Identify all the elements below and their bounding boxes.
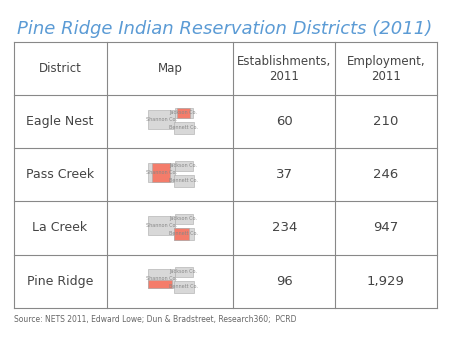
Text: Bennett Co.: Bennett Co. [169, 125, 198, 130]
Text: Pine Ridge: Pine Ridge [27, 274, 93, 288]
Text: Shannon Co.: Shannon Co. [145, 223, 176, 228]
Text: 947: 947 [373, 221, 398, 235]
Text: 96: 96 [276, 274, 293, 288]
Text: Pine Ridge Indian Reservation Districts (2011): Pine Ridge Indian Reservation Districts … [18, 20, 432, 38]
Text: District: District [39, 62, 81, 75]
Text: Shannon Co.: Shannon Co. [145, 276, 176, 281]
Text: 37: 37 [276, 168, 293, 182]
Text: Map: Map [158, 62, 182, 75]
Text: Jackson Co.: Jackson Co. [170, 269, 198, 274]
Text: Jackson Co.: Jackson Co. [170, 110, 198, 115]
Text: 60: 60 [276, 115, 293, 128]
Text: Eagle Nest: Eagle Nest [27, 115, 94, 128]
Text: 246: 246 [373, 168, 398, 182]
Text: Employment,
2011: Employment, 2011 [346, 55, 425, 83]
Text: Bennett Co.: Bennett Co. [169, 232, 198, 236]
Text: Bennett Co.: Bennett Co. [169, 285, 198, 289]
Text: Jackson Co.: Jackson Co. [170, 163, 198, 168]
Text: Establishments,
2011: Establishments, 2011 [237, 55, 331, 83]
Text: 210: 210 [373, 115, 398, 128]
Text: La Creek: La Creek [32, 221, 88, 235]
Text: Jackson Co.: Jackson Co. [170, 216, 198, 221]
Text: 1,929: 1,929 [367, 274, 405, 288]
Text: Shannon Co.: Shannon Co. [145, 117, 176, 122]
Text: 234: 234 [271, 221, 297, 235]
Text: Bennett Co.: Bennett Co. [169, 178, 198, 183]
Text: Pass Creek: Pass Creek [26, 168, 94, 182]
Text: Source: NETS 2011, Edward Lowe; Dun & Bradstreet, Research360;  PCRD: Source: NETS 2011, Edward Lowe; Dun & Br… [14, 315, 296, 324]
Text: Shannon Co.: Shannon Co. [145, 170, 176, 175]
